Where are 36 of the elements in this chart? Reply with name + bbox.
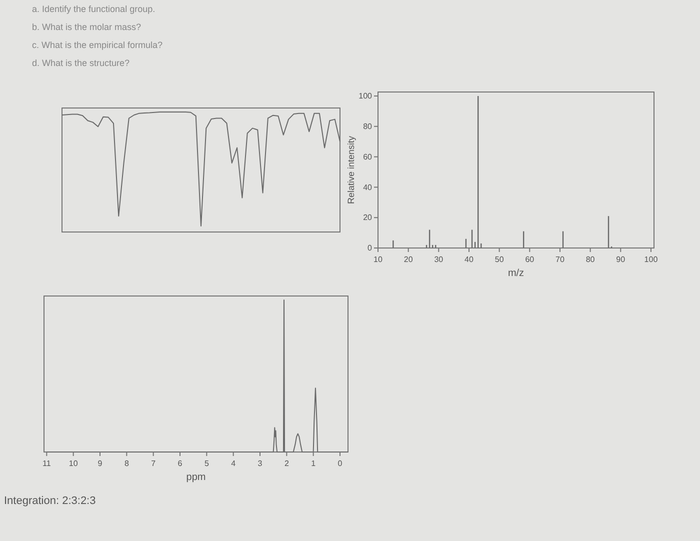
x-tick-label: 1 bbox=[311, 459, 316, 468]
y-tick-label: 0 bbox=[368, 244, 373, 253]
y-tick-label: 100 bbox=[358, 92, 373, 101]
x-tick-label: 80 bbox=[586, 255, 596, 264]
x-tick-label: 60 bbox=[525, 255, 535, 264]
y-tick-label: 60 bbox=[363, 152, 373, 162]
y-tick-label: 20 bbox=[363, 213, 373, 222]
x-tick-label: 7 bbox=[151, 459, 156, 468]
y-tick-label: 80 bbox=[363, 122, 373, 131]
y-tick-label: 40 bbox=[363, 182, 373, 192]
text: Integration: 2:3:2:3 bbox=[4, 495, 96, 507]
x-tick-label: 70 bbox=[556, 255, 565, 264]
y-axis-title: Relative intensity bbox=[346, 135, 356, 204]
x-tick-label: 6 bbox=[178, 459, 183, 468]
x-axis-title: ppm bbox=[186, 472, 206, 483]
x-tick-label: 5 bbox=[204, 459, 210, 468]
text: b. What is the molar mass? bbox=[32, 22, 142, 32]
x-tick-label: 40 bbox=[464, 255, 474, 264]
x-tick-label: 11 bbox=[42, 459, 52, 468]
x-tick-label: 2 bbox=[284, 459, 290, 468]
text: d. What is the structure? bbox=[32, 58, 130, 68]
text: c. What is the empirical formula? bbox=[32, 40, 163, 50]
x-tick-label: 90 bbox=[616, 255, 626, 264]
x-tick-label: 30 bbox=[434, 255, 444, 264]
x-tick-label: 9 bbox=[98, 459, 103, 468]
text: a. Identify the functional group. bbox=[32, 4, 156, 14]
x-tick-label: 0 bbox=[338, 459, 343, 468]
x-tick-label: 50 bbox=[494, 255, 504, 264]
x-axis-title: m/z bbox=[508, 268, 524, 279]
x-tick-label: 3 bbox=[258, 459, 263, 468]
x-tick-label: 8 bbox=[124, 459, 130, 468]
x-tick-label: 100 bbox=[644, 255, 658, 264]
x-tick-label: 4 bbox=[231, 459, 236, 468]
x-tick-label: 10 bbox=[68, 459, 78, 468]
x-tick-label: 20 bbox=[404, 255, 414, 264]
x-tick-label: 10 bbox=[374, 255, 383, 264]
